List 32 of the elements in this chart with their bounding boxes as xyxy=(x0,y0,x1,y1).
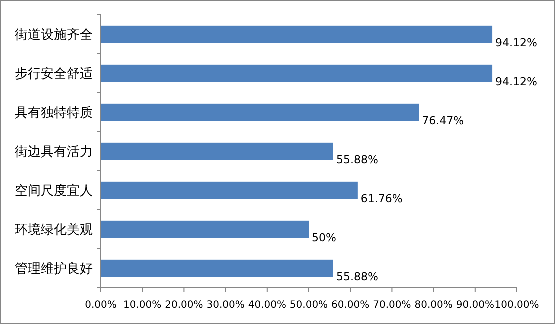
data-label: 94.12% xyxy=(496,76,538,88)
data-label: 50% xyxy=(312,232,336,244)
y-tick-label: 环境绿化美观 xyxy=(15,222,93,238)
bar xyxy=(101,182,358,200)
x-tick-label: 80.00% xyxy=(414,300,453,311)
y-tick-label: 具有独特特质 xyxy=(15,106,93,121)
bar xyxy=(101,220,309,238)
y-tick-label: 管理维护良好 xyxy=(15,262,93,277)
x-tick-label: 100.00% xyxy=(494,300,540,311)
data-label: 61.76% xyxy=(360,192,403,206)
bar xyxy=(101,142,334,160)
data-label: 94.12% xyxy=(496,36,538,50)
x-tick-label: 90.00% xyxy=(456,300,494,311)
data-label: 55.88% xyxy=(336,270,378,284)
data-label: 55.88% xyxy=(336,154,378,166)
x-tick-label: 10.00% xyxy=(124,300,162,311)
bar xyxy=(101,104,420,122)
bar xyxy=(101,64,493,82)
x-tick-label: 50.00% xyxy=(290,300,328,311)
x-tick-label: 40.00% xyxy=(248,300,286,311)
x-tick-label: 30.00% xyxy=(206,300,245,311)
x-tick-label: 20.00% xyxy=(165,300,204,311)
bar xyxy=(101,260,334,278)
x-tick-label: 60.00% xyxy=(332,300,370,311)
y-tick-label: 步行安全舒适 xyxy=(15,66,93,82)
y-tick-label: 空间尺度宜人 xyxy=(15,183,93,199)
bar xyxy=(101,26,493,44)
y-tick-label: 街边具有活力 xyxy=(15,145,93,160)
x-tick-label: 70.00% xyxy=(373,300,412,311)
data-label: 76.47% xyxy=(422,114,464,128)
y-tick-label: 街道设施齐全 xyxy=(15,28,93,43)
x-tick-label: 0.00% xyxy=(85,300,117,311)
